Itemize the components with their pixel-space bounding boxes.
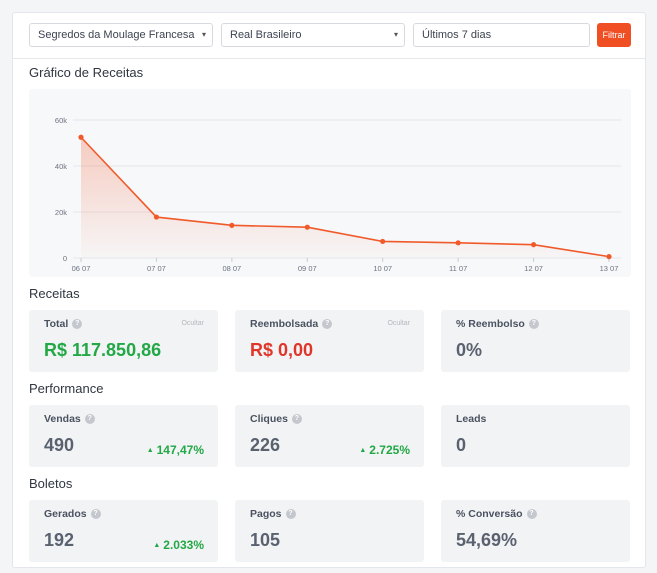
paid-value: 105 — [250, 530, 281, 550]
sales-delta: ▲ 147,47% — [146, 443, 204, 457]
data-point — [229, 222, 235, 228]
triangle-up-icon: ▲ — [359, 447, 367, 454]
y-tick-label: 0 — [63, 254, 67, 263]
x-tick-label: 10 07 — [373, 264, 392, 273]
x-tick-label: 12 07 — [524, 264, 543, 273]
refunded-label: Reembolsada? — [250, 318, 333, 330]
generated-label: Gerados? — [44, 508, 101, 520]
question-circle-icon[interactable]: ? — [291, 414, 302, 425]
revenue-area — [81, 137, 609, 258]
total-card: Total? Ocultar R$ 117.850,86 — [29, 310, 218, 372]
generated-delta: ▲ 2.033% — [153, 538, 204, 552]
data-point — [606, 254, 612, 260]
sales-value: 490 — [44, 435, 75, 455]
data-point — [78, 134, 84, 140]
period-input[interactable]: Últimos 7 dias — [413, 23, 590, 47]
question-circle-icon[interactable]: ? — [526, 509, 537, 520]
refund-rate-label: % Reembolso? — [456, 318, 539, 330]
clicks-card: Cliques? 226 ▲ 2.725% — [235, 405, 424, 467]
revenue-chart: 0 20k 40k 60k 06 07 07 07 08 07 09 07 10 07 11 07… — [29, 89, 631, 277]
sales-card: Vendas? 490 ▲ 147,47% — [29, 405, 218, 467]
conversion-card: % Conversão? 54,69% — [441, 500, 630, 562]
revenue-chart-svg: 0 20k 40k 60k 06 07 07 07 08 07 09 07 10 07 11 07… — [55, 116, 621, 273]
clicks-value: 226 — [250, 435, 281, 455]
caret-down-icon: ▾ — [201, 30, 206, 39]
question-circle-icon[interactable]: ? — [90, 509, 101, 520]
question-circle-icon[interactable]: ? — [322, 319, 333, 330]
question-circle-icon[interactable]: ? — [72, 319, 83, 330]
data-point — [304, 224, 310, 230]
total-value: R$ 117.850,86 — [44, 340, 162, 360]
paid-label: Pagos? — [250, 508, 296, 520]
data-point — [380, 238, 386, 245]
leads-value: 0 — [456, 435, 467, 455]
total-label: Total? — [44, 318, 83, 330]
product-select[interactable]: Segredos da Moulage Francesa ▾ — [29, 23, 213, 47]
triangle-up-icon: ▲ — [153, 542, 161, 549]
filter-button[interactable]: Filtrar — [597, 23, 631, 47]
revenue-line — [80, 136, 610, 258]
x-tick-label: 07 07 — [147, 264, 166, 273]
x-tick-label: 06 07 — [72, 264, 91, 273]
data-point — [153, 214, 160, 220]
hide-toggle[interactable]: Ocultar — [387, 320, 410, 327]
leads-label: Leads — [456, 413, 487, 425]
refunded-value: R$ 0,00 — [250, 340, 314, 360]
refund-rate-card: % Reembolso? 0% — [441, 310, 630, 372]
performance-title: Performance — [29, 381, 104, 396]
y-tick-label: 20k — [55, 208, 67, 217]
caret-down-icon: ▾ — [393, 30, 398, 39]
refunded-card: Reembolsada? Ocultar R$ 0,00 — [235, 310, 424, 372]
generated-card: Gerados? 192 ▲ 2.033% — [29, 500, 218, 562]
conversion-value: 54,69% — [456, 530, 518, 550]
data-point — [530, 242, 537, 248]
x-tick-label: 11 07 — [449, 264, 467, 273]
period-input-value: Últimos 7 dias — [422, 29, 492, 41]
leads-card: Leads 0 — [441, 405, 630, 467]
y-tick-label: 40k — [55, 162, 67, 171]
generated-value: 192 — [44, 530, 75, 550]
refund-rate-value: 0% — [456, 340, 483, 360]
x-tick-label: 09 07 — [298, 264, 317, 273]
chart-title: Gráfico de Receitas — [29, 65, 144, 80]
receitas-title: Receitas — [29, 286, 80, 301]
paid-card: Pagos? 105 — [235, 500, 424, 562]
triangle-up-icon: ▲ — [146, 447, 154, 454]
currency-select[interactable]: Real Brasileiro ▾ — [221, 23, 405, 47]
x-tick-label: 08 07 — [222, 264, 241, 273]
currency-select-value: Real Brasileiro — [230, 29, 302, 41]
clicks-delta: ▲ 2.725% — [359, 443, 410, 457]
question-circle-icon[interactable]: ? — [84, 414, 95, 425]
question-circle-icon[interactable]: ? — [528, 319, 539, 330]
product-select-value: Segredos da Moulage Francesa — [38, 29, 195, 41]
clicks-label: Cliques? — [250, 413, 302, 425]
sales-label: Vendas? — [44, 413, 95, 425]
y-tick-label: 60k — [55, 116, 67, 125]
filter-bar: Segredos da Moulage Francesa ▾ Real Bras… — [13, 13, 645, 59]
x-tick-label: 13 07 — [600, 264, 619, 273]
question-circle-icon[interactable]: ? — [285, 509, 296, 520]
data-point — [455, 240, 461, 246]
boletos-title: Boletos — [29, 476, 73, 491]
dashboard-panel: Segredos da Moulage Francesa ▾ Real Bras… — [12, 12, 646, 568]
conversion-label: % Conversão? — [456, 508, 537, 520]
hide-toggle[interactable]: Ocultar — [181, 320, 204, 327]
